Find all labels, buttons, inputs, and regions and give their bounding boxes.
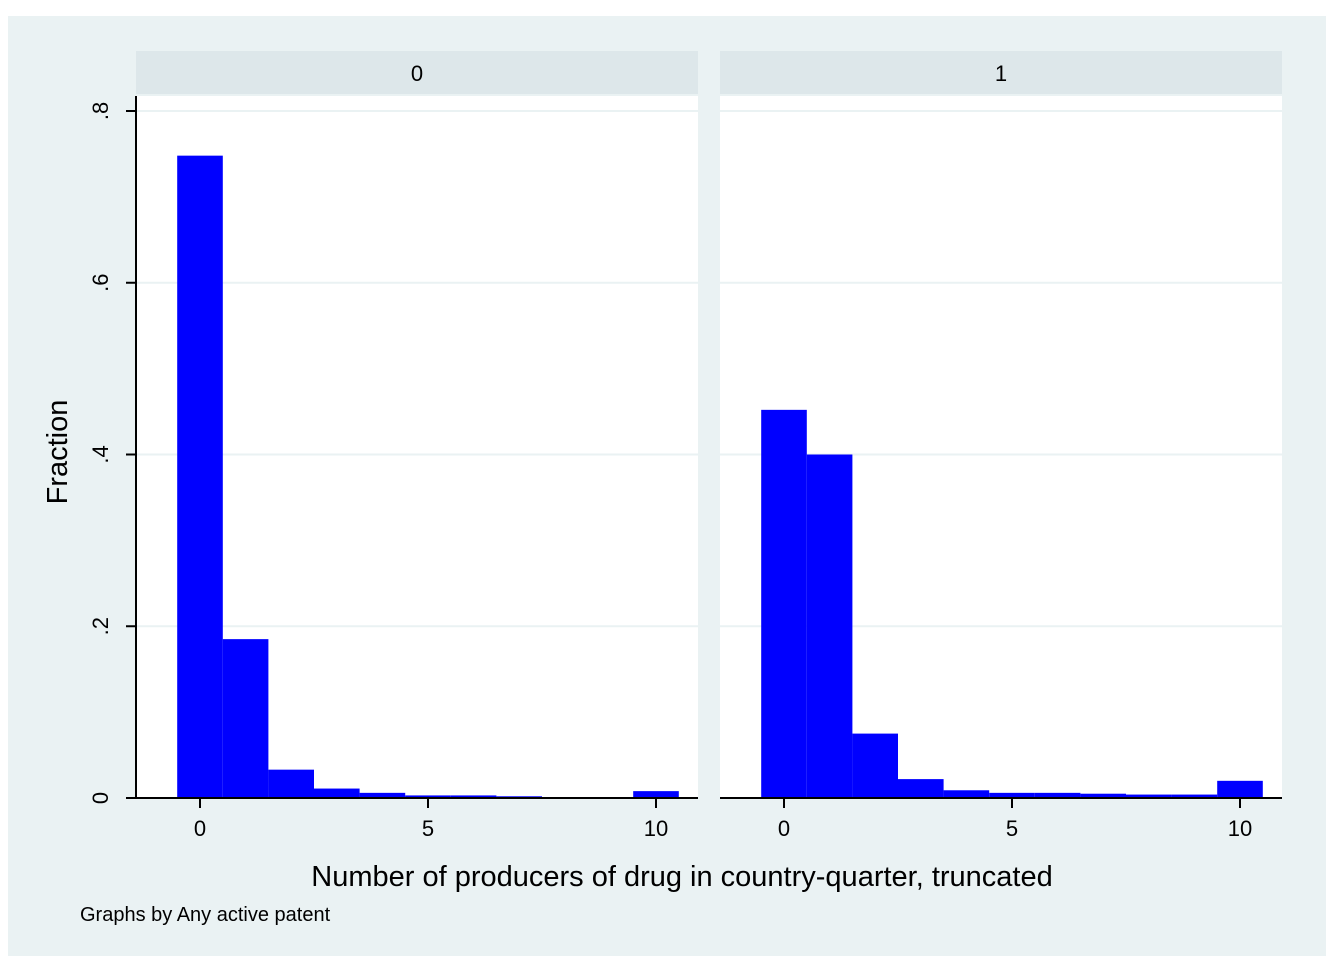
panel-strip <box>136 51 698 94</box>
y-tick-label: .2 <box>88 617 113 635</box>
panel-0: 0 0 5 10 <box>136 51 698 841</box>
y-axis-title: Fraction <box>42 400 74 505</box>
histogram-bar <box>1171 794 1218 798</box>
x-tick-label: 0 <box>194 816 206 841</box>
graphs-by-note: Graphs by Any active patent <box>80 904 331 926</box>
x-tick-label: 0 <box>778 816 790 841</box>
histogram-bar <box>898 779 944 798</box>
x-tick-label: 10 <box>644 816 668 841</box>
panel-1: 10 5 10 <box>720 51 1282 841</box>
panel-strip <box>720 51 1282 94</box>
histogram-bar <box>405 795 451 798</box>
histogram-bar <box>989 792 1035 798</box>
y-tick-label: 0 <box>88 792 113 804</box>
histogram-bar <box>314 788 360 798</box>
histogram-bar <box>761 409 807 798</box>
histogram-bar <box>222 639 269 798</box>
x-tick-label: 5 <box>422 816 434 841</box>
x-axis-title: Number of producers of drug in country-q… <box>311 861 1053 893</box>
histogram-bar <box>806 454 853 798</box>
histogram-bar <box>1126 794 1172 798</box>
y-tick-label: .8 <box>88 102 113 120</box>
y-tick-label: .6 <box>88 274 113 292</box>
histogram-bar <box>1217 780 1263 798</box>
histogram-bar <box>450 795 497 798</box>
panel-strip-label: 1 <box>995 61 1007 86</box>
x-tick-label: 10 <box>1228 816 1252 841</box>
x-tick-label: 5 <box>1006 816 1018 841</box>
histogram-bar <box>852 733 898 798</box>
histogram-bar <box>268 769 314 798</box>
y-tick-label: .4 <box>88 445 113 463</box>
histogram-bar <box>633 791 679 798</box>
histogram-bar <box>1034 792 1081 798</box>
histogram-bar <box>177 155 223 798</box>
histogram-bar <box>943 790 990 798</box>
panel-strip-label: 0 <box>411 61 423 86</box>
histogram-bar <box>1080 793 1126 798</box>
histogram-bar <box>359 792 406 798</box>
y-axis: 0 .2 .4 .6 .8 <box>88 96 137 804</box>
